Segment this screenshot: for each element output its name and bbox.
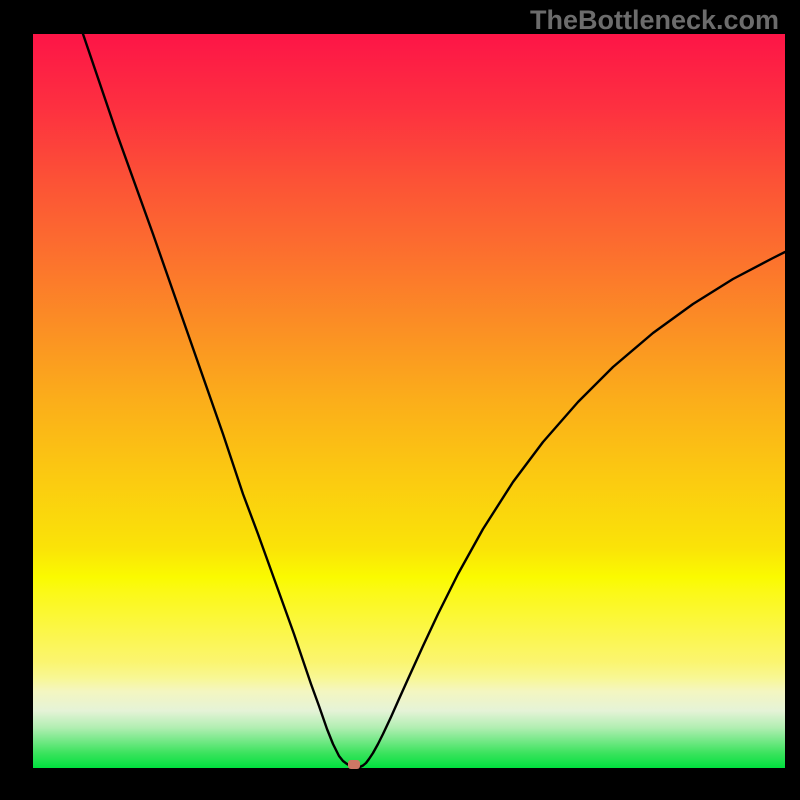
watermark-text: TheBottleneck.com [530, 5, 779, 36]
plot-area [33, 34, 785, 768]
minimum-marker [348, 760, 360, 769]
gradient-background [33, 34, 785, 768]
